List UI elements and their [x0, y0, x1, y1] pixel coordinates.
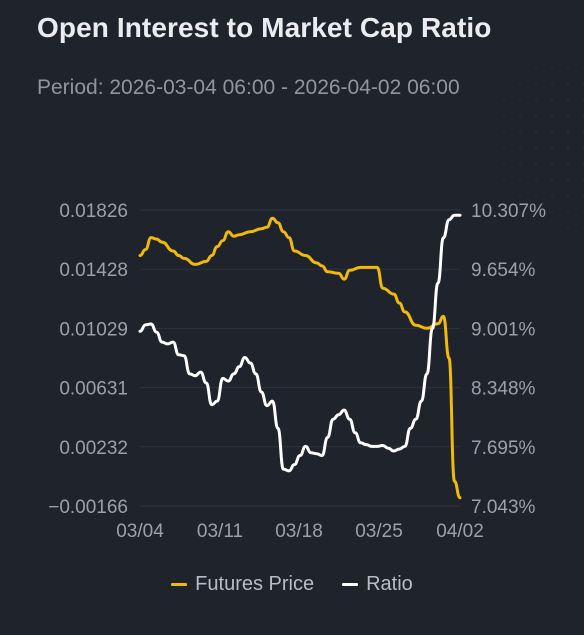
y-right-tick-label: 10.307% [471, 201, 546, 222]
background-dot-pattern [384, 60, 584, 260]
series-line-futures-price [138, 216, 462, 500]
y-left-tick-label: 0.00232 [59, 438, 128, 459]
x-tick-label: 03/04 [116, 521, 164, 542]
x-tick-label: 03/25 [355, 521, 403, 542]
legend-item-futures-price[interactable]: Futures Price [171, 573, 314, 596]
legend-label-futures-price: Futures Price [195, 573, 315, 595]
series-line-ratio [138, 213, 462, 473]
period-range: Period: 2026-03-04 06:00 - 2026-04-02 06… [37, 76, 460, 99]
chart-svg: 0.01826 0.01428 0.01029 0.00631 0.00232 −0.00… [48, 201, 546, 542]
y-right-tick-label: 9.654% [471, 260, 536, 281]
legend-swatch-futures-price [171, 583, 188, 586]
y-right-tick-label: 7.043% [471, 497, 536, 518]
y-left-tick-label: 0.00631 [59, 379, 128, 400]
x-tick-label: 03/11 [197, 521, 243, 542]
x-axis: 03/04 03/11 03/18 03/25 04/02 [116, 521, 484, 542]
y-axis-right: 10.307% 9.654% 9.001% 8.348% 7.695% 7.043% [471, 201, 546, 518]
legend-item-ratio[interactable]: Ratio [342, 573, 413, 596]
x-tick-label: 03/18 [275, 521, 323, 542]
y-right-tick-label: 9.001% [471, 319, 536, 340]
y-right-tick-label: 8.348% [471, 379, 536, 400]
legend-label-ratio: Ratio [366, 573, 413, 595]
series-lines [138, 213, 462, 500]
legend: Futures Price Ratio [0, 573, 584, 596]
y-left-tick-label: 0.01029 [59, 319, 128, 340]
x-tick-label: 04/02 [436, 521, 484, 542]
chart-title: Open Interest to Market Cap Ratio [37, 12, 492, 43]
y-left-tick-label: 0.01826 [59, 201, 128, 222]
y-left-tick-label: 0.01428 [59, 260, 128, 281]
y-left-tick-label: −0.00166 [48, 497, 128, 518]
y-axis-left: 0.01826 0.01428 0.01029 0.00631 0.00232 −0.00… [48, 201, 128, 518]
legend-swatch-ratio [342, 583, 359, 586]
y-right-tick-label: 7.695% [471, 438, 536, 459]
